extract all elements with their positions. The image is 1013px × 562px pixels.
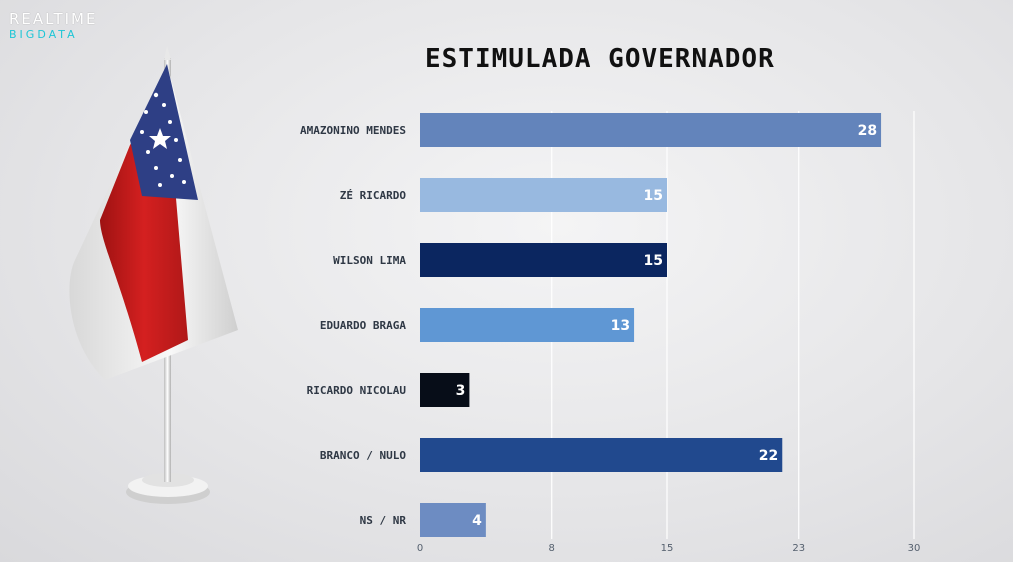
data-label: 13 <box>611 318 630 334</box>
data-label: 15 <box>644 253 663 269</box>
category-label: NS / NR <box>360 514 407 527</box>
bar <box>420 243 667 277</box>
x-tick-label: 8 <box>549 543 555 554</box>
data-label: 3 <box>456 383 466 399</box>
brand-logo-line2: BIGDATA <box>9 28 78 41</box>
x-tick-label: 15 <box>661 543 674 554</box>
brand-logo-line1: REALTIME <box>9 10 98 28</box>
x-tick-label: 23 <box>792 543 805 554</box>
category-label: ZÉ RICARDO <box>340 189 407 202</box>
amazonas-flag-illustration <box>69 46 238 504</box>
brand-logo: REALTIME BIGDATA <box>9 10 98 41</box>
bar <box>420 113 882 147</box>
bar <box>420 178 667 212</box>
chart-title: ESTIMULADA GOVERNADOR <box>425 44 775 74</box>
x-tick-label: 0 <box>417 543 423 554</box>
bar <box>420 373 470 407</box>
x-tick-label: 30 <box>908 543 921 554</box>
data-label: 28 <box>858 123 877 139</box>
bar <box>420 438 783 472</box>
bar <box>420 308 635 342</box>
data-label: 15 <box>644 188 663 204</box>
category-label: EDUARDO BRAGA <box>320 319 406 332</box>
data-label: 22 <box>759 448 778 464</box>
category-label: WILSON LIMA <box>333 254 406 267</box>
bar <box>420 503 486 537</box>
category-label: RICARDO NICOLAU <box>307 384 407 397</box>
category-label: BRANCO / NULO <box>320 449 406 462</box>
category-label: AMAZONINO MENDES <box>300 124 406 137</box>
data-label: 4 <box>472 513 482 529</box>
